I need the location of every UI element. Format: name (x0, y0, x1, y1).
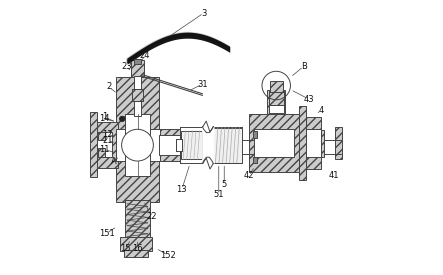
Text: 4: 4 (319, 106, 324, 115)
Text: 51: 51 (214, 191, 224, 199)
Bar (98, 148, 105, 157)
Bar (131, 59, 144, 77)
Bar (124, 250, 148, 257)
Text: 2: 2 (106, 82, 111, 91)
Bar (321, 130, 324, 157)
Text: 31: 31 (197, 80, 208, 89)
Bar (213, 128, 242, 163)
Bar (134, 76, 141, 116)
Bar (181, 131, 202, 160)
Bar (116, 77, 159, 202)
Text: 14: 14 (99, 114, 110, 123)
Text: A: A (111, 157, 117, 166)
Bar (306, 129, 321, 157)
Text: 13: 13 (176, 185, 187, 194)
Bar (97, 132, 113, 157)
Text: 42: 42 (244, 171, 254, 180)
Bar (135, 59, 140, 64)
Bar (176, 139, 182, 151)
Text: B: B (301, 62, 307, 71)
Text: 12: 12 (102, 130, 113, 139)
Bar (268, 91, 284, 113)
Bar (306, 117, 321, 169)
Bar (269, 92, 284, 105)
Text: 43: 43 (304, 95, 315, 104)
Bar (132, 89, 143, 101)
Text: 24: 24 (140, 51, 150, 60)
Bar (96, 122, 117, 167)
Text: 22: 22 (147, 212, 157, 221)
Bar (159, 135, 180, 155)
Text: 152: 152 (160, 251, 176, 260)
Bar (98, 132, 105, 140)
Text: 21: 21 (102, 136, 113, 145)
Bar (299, 106, 306, 180)
Bar (253, 157, 256, 163)
Circle shape (120, 116, 125, 122)
Bar (125, 200, 150, 239)
Bar (249, 114, 299, 172)
Text: 16: 16 (132, 244, 143, 253)
Bar (335, 127, 342, 160)
Bar (254, 129, 294, 157)
Text: 1: 1 (103, 112, 108, 122)
Text: 41: 41 (328, 171, 339, 180)
Bar (270, 81, 283, 92)
Circle shape (122, 129, 153, 161)
Text: 23: 23 (121, 62, 132, 71)
Bar (269, 92, 284, 105)
Text: 15: 15 (120, 244, 130, 253)
Bar (146, 129, 160, 161)
Bar (253, 131, 256, 138)
Text: 11: 11 (99, 145, 110, 154)
Bar (268, 90, 285, 114)
Bar (120, 237, 152, 251)
Bar (159, 129, 180, 161)
Bar (116, 129, 128, 161)
Bar (89, 111, 97, 177)
Text: 3: 3 (201, 9, 206, 18)
Text: 5: 5 (222, 180, 227, 189)
Text: 151: 151 (99, 229, 114, 238)
Bar (125, 114, 150, 176)
